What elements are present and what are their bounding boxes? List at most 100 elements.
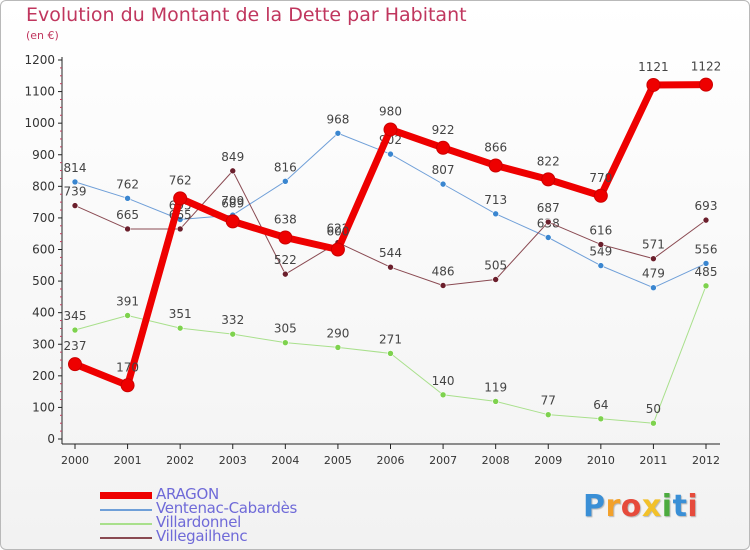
data-point-aragon: [383, 122, 398, 137]
legend-swatch: [100, 523, 152, 525]
data-point-villegailhenc: [229, 167, 237, 175]
data-label-aragon: 770: [589, 171, 612, 185]
data-label-villegailhenc: 693: [695, 199, 718, 213]
data-point-aragon: [120, 378, 135, 393]
data-point-aragon: [646, 77, 661, 92]
legend-swatch: [100, 537, 152, 539]
data-point-villegailhenc: [176, 225, 184, 233]
data-point-villardonnel: [702, 282, 710, 290]
data-label-ventenac-cabard-s: 709: [221, 194, 244, 208]
logo-letter: x: [641, 489, 662, 524]
data-label-villegailhenc: 687: [537, 201, 560, 215]
data-label-villegailhenc: 739: [64, 185, 87, 199]
data-point-aragon: [173, 191, 188, 206]
data-point-ventenac-cabard-s: [439, 180, 447, 188]
y-tick-label: 400: [32, 306, 55, 320]
data-label-aragon: 689: [221, 196, 244, 210]
data-point-villardonnel: [124, 312, 131, 319]
data-label-aragon: 866: [484, 140, 507, 154]
data-label-ventenac-cabard-s: 816: [274, 160, 297, 174]
data-point-villegailhenc: [282, 270, 289, 278]
legend-label: Ventenac-Cabardès: [156, 499, 298, 517]
legend-swatch: [100, 509, 152, 511]
data-point-villardonnel: [229, 330, 237, 338]
data-point-villardonnel: [71, 326, 79, 334]
data-label-villardonnel: 290: [326, 326, 349, 340]
data-point-aragon: [593, 188, 608, 203]
y-tick-label: 800: [32, 179, 55, 193]
data-label-ventenac-cabard-s: 807: [432, 163, 455, 177]
data-point-ventenac-cabard-s: [650, 284, 657, 292]
x-tick-label: 2005: [324, 454, 352, 467]
data-point-aragon: [699, 77, 713, 92]
data-label-villardonnel: 345: [64, 309, 87, 323]
x-tick-label: 2003: [219, 454, 247, 467]
data-point-villardonnel: [597, 415, 605, 423]
x-tick-label: 2011: [639, 454, 667, 467]
data-label-ventenac-cabard-s: 814: [64, 161, 87, 175]
data-point-villardonnel: [387, 350, 394, 357]
data-label-ventenac-cabard-s: 968: [326, 112, 349, 126]
data-label-villardonnel: 485: [695, 265, 718, 279]
x-tick-label: 2009: [534, 454, 562, 467]
legend-swatch: [100, 492, 152, 499]
x-tick-label: 2000: [61, 454, 89, 467]
data-point-villegailhenc: [597, 241, 605, 248]
x-tick-label: 2004: [271, 454, 299, 467]
x-tick-label: 2001: [114, 454, 142, 467]
data-point-ventenac-cabard-s: [544, 234, 552, 241]
legend-label: ARAGON: [156, 485, 219, 503]
y-tick-label: 1000: [24, 116, 55, 130]
data-label-villardonnel: 77: [541, 394, 556, 408]
data-point-villardonnel: [439, 391, 447, 399]
data-label-villegailhenc: 665: [116, 208, 139, 222]
data-point-ventenac-cabard-s: [387, 150, 394, 158]
data-point-ventenac-cabard-s: [492, 210, 499, 218]
y-tick-label: 500: [32, 274, 55, 288]
data-label-villardonnel: 140: [432, 374, 455, 388]
data-label-villegailhenc: 486: [432, 265, 455, 279]
data-label-aragon: 762: [169, 173, 192, 187]
x-tick-label: 2007: [429, 454, 457, 467]
data-point-aragon: [225, 214, 240, 229]
y-tick-label: 1200: [24, 53, 55, 67]
data-label-villardonnel: 64: [593, 398, 608, 412]
data-label-ventenac-cabard-s: 479: [642, 267, 665, 281]
data-label-villegailhenc: 522: [274, 253, 297, 267]
logo-letter: o: [620, 489, 642, 524]
data-point-villardonnel: [334, 344, 342, 351]
data-label-ventenac-cabard-s: 762: [116, 177, 139, 191]
y-tick-label: 1100: [24, 85, 55, 99]
x-tick-label: 2008: [482, 454, 510, 467]
data-label-villegailhenc: 505: [484, 259, 507, 273]
data-label-aragon: 822: [537, 154, 560, 168]
data-label-villardonnel: 332: [221, 313, 244, 327]
data-point-villegailhenc: [650, 255, 657, 262]
data-label-villegailhenc: 544: [379, 246, 402, 260]
chart-title: Evolution du Montant de la Dette par Hab…: [26, 4, 467, 26]
data-label-villegailhenc: 849: [221, 150, 244, 164]
data-label-ventenac-cabard-s: 713: [484, 193, 507, 207]
y-tick-label: 200: [32, 369, 55, 383]
data-label-villardonnel: 271: [379, 332, 402, 346]
x-tick-label: 2002: [166, 454, 194, 467]
data-point-ventenac-cabard-s: [71, 178, 79, 186]
data-label-villardonnel: 119: [484, 380, 507, 394]
data-label-villegailhenc: 571: [642, 238, 665, 252]
data-label-aragon: 1121: [638, 60, 669, 74]
legend-label: Villegailhenc: [156, 527, 248, 545]
data-point-villegailhenc: [544, 218, 552, 226]
data-point-villegailhenc: [492, 276, 499, 283]
y-tick-label: 900: [32, 148, 55, 162]
x-tick-label: 2012: [692, 454, 720, 467]
x-tick-label: 2010: [587, 454, 615, 467]
data-point-ventenac-cabard-s: [597, 262, 605, 269]
data-label-aragon: 638: [274, 212, 297, 226]
data-point-villegailhenc: [71, 202, 79, 209]
data-point-aragon: [436, 140, 451, 155]
data-label-villardonnel: 391: [116, 295, 139, 309]
data-label-villardonnel: 50: [646, 402, 661, 416]
data-label-villegailhenc: 616: [589, 223, 612, 237]
legend-label: Villardonnel: [156, 513, 242, 531]
